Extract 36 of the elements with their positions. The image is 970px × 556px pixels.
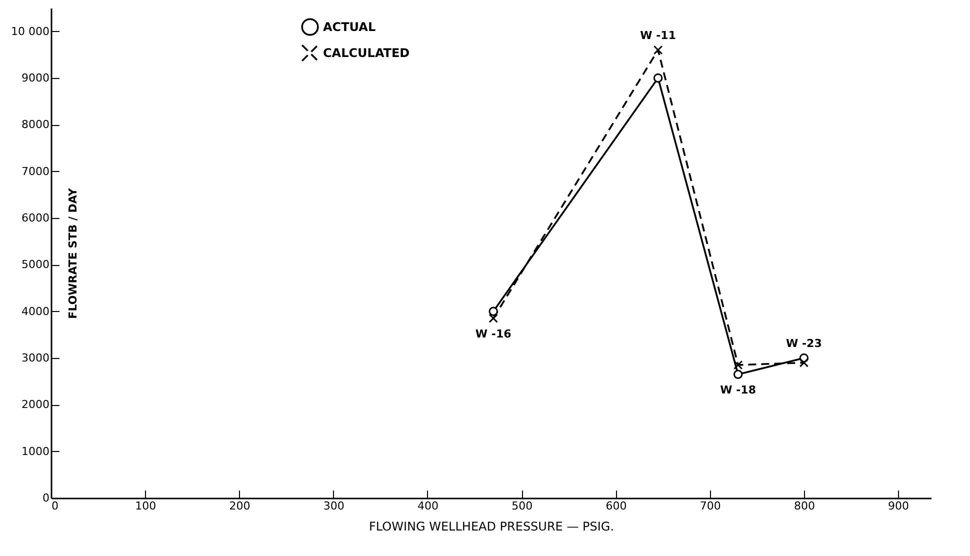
annotation: W -16 bbox=[475, 327, 512, 340]
y-tick-label: 5000 bbox=[22, 258, 50, 272]
y-tick-label: 0 bbox=[42, 492, 50, 504]
y-tick-label: 6000 bbox=[22, 212, 50, 224]
x-axis-title: FLOWING WELLHEAD PRESSURE — PSIG. bbox=[368, 520, 614, 534]
x-tick-label: 400 bbox=[417, 500, 438, 512]
x-tick-label: 500 bbox=[512, 500, 533, 512]
annotation: W -23 bbox=[786, 337, 822, 350]
y-tick-label: 10 000 bbox=[11, 24, 50, 38]
y-tick-label: 1000 bbox=[22, 444, 50, 458]
y-tick-label: 3000 bbox=[22, 352, 50, 364]
x-tick-label: 600 bbox=[606, 500, 627, 512]
x-tick-label: 800 bbox=[794, 500, 815, 512]
y-axis-title: FLOWRATE STB / DAY bbox=[66, 187, 80, 319]
point bbox=[488, 306, 498, 316]
legend-label: CALCULATED bbox=[323, 46, 410, 60]
x-tick-label: 200 bbox=[229, 500, 250, 512]
annotation: W -11 bbox=[640, 29, 676, 42]
point bbox=[653, 73, 663, 83]
x-tick-label: 700 bbox=[700, 500, 721, 512]
y-tick-label: 9000 bbox=[22, 72, 50, 84]
y-tick-label: 4000 bbox=[22, 304, 50, 318]
annotation: W -18 bbox=[720, 383, 756, 396]
point bbox=[799, 358, 809, 368]
x-tick-label: 900 bbox=[888, 500, 910, 512]
point bbox=[733, 370, 743, 379]
y-tick-label: 8000 bbox=[22, 118, 50, 132]
x-tick-label: 300 bbox=[323, 500, 344, 512]
legend-label: ACTUAL bbox=[323, 20, 376, 34]
x-tick-label: 0 bbox=[52, 500, 58, 512]
point bbox=[733, 360, 743, 370]
y-tick-label: 2000 bbox=[22, 398, 50, 412]
y-tick-label: 7000 bbox=[22, 164, 50, 178]
point bbox=[653, 45, 663, 55]
point bbox=[488, 314, 498, 323]
x-tick-label: 100 bbox=[135, 500, 156, 512]
